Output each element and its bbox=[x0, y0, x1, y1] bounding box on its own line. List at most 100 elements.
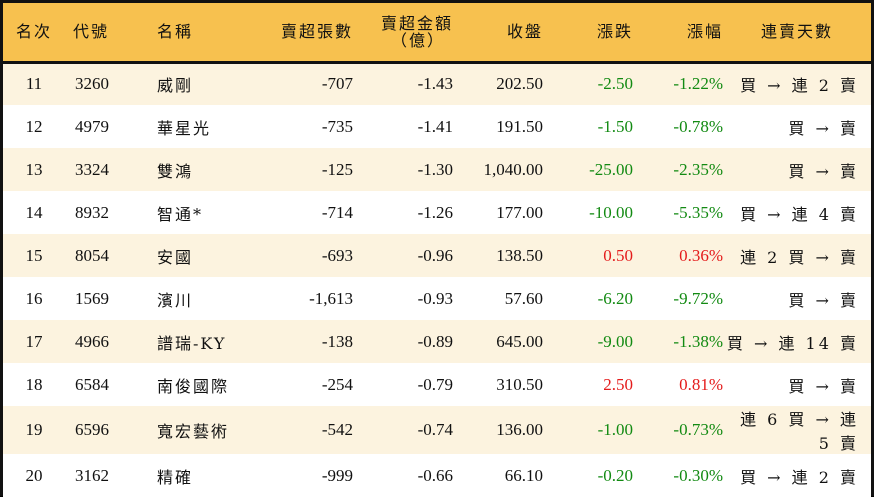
cell-streak: 買 → 連 14 賣 bbox=[723, 320, 871, 363]
cell-name: 譜瑞-KY bbox=[145, 320, 267, 363]
cell-rank: 17 bbox=[25, 331, 43, 351]
table-row: 13 3324 雙鴻 -125 -1.30 1,040.00 -25.00 -2… bbox=[3, 148, 871, 191]
cell-name: 雙鴻 bbox=[145, 148, 267, 191]
cell-change-pct: -1.38% bbox=[673, 331, 723, 351]
header-streak: 連賣天數 bbox=[723, 3, 871, 64]
cell-name: 安國 bbox=[145, 234, 267, 277]
cell-change-pct: 0.81% bbox=[679, 374, 723, 394]
streak-text: 連 2 買 → 賣 bbox=[740, 247, 859, 267]
cell-net-sell-amount: -0.79 bbox=[417, 374, 453, 394]
cell-change-pct: -5.35% bbox=[673, 202, 723, 222]
header-change: 漲跌 bbox=[543, 3, 633, 64]
cell-name: 寬宏藝術 bbox=[145, 406, 267, 454]
cell-rank: 14 bbox=[25, 202, 43, 222]
streak-text: 買 → 賣 bbox=[788, 161, 859, 181]
cell-streak: 買 → 賣 bbox=[723, 148, 871, 191]
table-row: 16 1569 濱川 -1,613 -0.93 57.60 -6.20 -9.7… bbox=[3, 277, 871, 320]
cell-code: 3324 bbox=[75, 159, 109, 179]
cell-net-sell-lots: -125 bbox=[321, 159, 353, 179]
stock-name: 南俊國際 bbox=[157, 376, 230, 396]
cell-net-sell-amount: -1.43 bbox=[417, 74, 453, 94]
cell-change: -1.50 bbox=[597, 116, 633, 136]
table-row: 15 8054 安國 -693 -0.96 138.50 0.50 0.36% … bbox=[3, 234, 871, 277]
stock-name: 寬宏藝術 bbox=[157, 422, 230, 441]
stock-name: 華星光 bbox=[157, 118, 212, 138]
cell-net-sell-lots: -138 bbox=[321, 331, 353, 351]
cell-rank: 13 bbox=[25, 159, 43, 179]
table-row: 20 3162 精確 -999 -0.66 66.10 -0.20 -0.30%… bbox=[3, 454, 871, 497]
stock-name: 智通* bbox=[157, 204, 204, 224]
cell-net-sell-amount: -0.89 bbox=[417, 331, 453, 351]
cell-net-sell-amount: -0.66 bbox=[417, 465, 453, 485]
cell-net-sell-lots: -714 bbox=[321, 202, 353, 222]
stock-name: 雙鴻 bbox=[157, 161, 194, 181]
cell-net-sell-amount: -1.26 bbox=[417, 202, 453, 222]
cell-rank: 19 bbox=[25, 420, 43, 439]
cell-change-pct: 0.36% bbox=[679, 245, 723, 265]
cell-code: 6584 bbox=[75, 374, 109, 394]
cell-net-sell-amount: -0.96 bbox=[417, 245, 453, 265]
cell-code: 8932 bbox=[75, 202, 109, 222]
cell-net-sell-amount: -1.30 bbox=[417, 159, 453, 179]
stock-name: 譜瑞-KY bbox=[157, 333, 227, 353]
cell-close: 645.00 bbox=[496, 331, 543, 351]
cell-close: 138.50 bbox=[496, 245, 543, 265]
cell-change-pct: -0.30% bbox=[673, 465, 723, 485]
cell-net-sell-lots: -254 bbox=[321, 374, 353, 394]
cell-change: -2.50 bbox=[597, 74, 633, 94]
cell-rank: 12 bbox=[25, 116, 43, 136]
cell-net-sell-lots: -1,613 bbox=[309, 288, 353, 308]
cell-net-sell-lots: -999 bbox=[321, 465, 353, 485]
cell-code: 3162 bbox=[75, 465, 109, 485]
cell-change: 2.50 bbox=[603, 374, 633, 394]
streak-text: 買 → 連 2 賣 bbox=[740, 76, 859, 96]
streak-text: 買 → 賣 bbox=[788, 118, 859, 138]
cell-streak: 買 → 連 4 賣 bbox=[723, 191, 871, 234]
cell-name: 精確 bbox=[145, 454, 267, 497]
streak-text: 買 → 連 2 賣 bbox=[740, 467, 859, 487]
streak-text: 買 → 賣 bbox=[788, 290, 859, 310]
header-net-sell-amount-line1: 賣超金額 bbox=[380, 13, 453, 33]
cell-change: -1.00 bbox=[597, 420, 633, 439]
cell-net-sell-amount: -0.93 bbox=[417, 288, 453, 308]
cell-rank: 11 bbox=[25, 74, 43, 94]
cell-change-pct: -2.35% bbox=[673, 159, 723, 179]
cell-close: 1,040.00 bbox=[483, 159, 544, 179]
cell-name: 華星光 bbox=[145, 105, 267, 148]
streak-text: 買 → 連 14 賣 bbox=[726, 333, 859, 353]
cell-rank: 20 bbox=[25, 465, 43, 485]
cell-net-sell-lots: -707 bbox=[321, 74, 353, 94]
cell-close: 66.10 bbox=[504, 465, 543, 485]
cell-change: -10.00 bbox=[589, 202, 633, 222]
cell-name: 南俊國際 bbox=[145, 363, 267, 406]
net-sell-ranking-table: 名次 代號 名稱 賣超張數 賣超金額 （億） 收盤 漲跌 漲幅 連賣天數 11 … bbox=[3, 3, 871, 497]
cell-code: 4979 bbox=[75, 116, 109, 136]
cell-close: 136.00 bbox=[496, 420, 543, 439]
cell-streak: 連 2 買 → 賣 bbox=[723, 234, 871, 277]
header-code: 代號 bbox=[65, 3, 145, 64]
cell-code: 1569 bbox=[75, 288, 109, 308]
streak-text: 買 → 連 4 賣 bbox=[740, 204, 859, 224]
cell-change: -6.20 bbox=[597, 288, 633, 308]
cell-code: 4966 bbox=[75, 331, 109, 351]
header-change-pct: 漲幅 bbox=[633, 3, 723, 64]
cell-name: 威剛 bbox=[145, 62, 267, 105]
cell-net-sell-amount: -0.74 bbox=[417, 420, 453, 439]
cell-rank: 18 bbox=[25, 374, 43, 394]
cell-code: 3260 bbox=[75, 74, 109, 94]
table-row: 18 6584 南俊國際 -254 -0.79 310.50 2.50 0.81… bbox=[3, 363, 871, 406]
cell-change-pct: -0.78% bbox=[673, 116, 723, 136]
cell-change: 0.50 bbox=[603, 245, 633, 265]
cell-change-pct: -0.73% bbox=[673, 420, 723, 439]
cell-net-sell-lots: -693 bbox=[321, 245, 353, 265]
cell-streak: 連 6 買 → 連 5 賣 bbox=[723, 406, 871, 454]
cell-streak: 買 → 賣 bbox=[723, 277, 871, 320]
cell-code: 8054 bbox=[75, 245, 109, 265]
header-net-sell-amount: 賣超金額 （億） bbox=[353, 3, 453, 64]
cell-close: 177.00 bbox=[496, 202, 543, 222]
header-net-sell-amount-line2: （億） bbox=[390, 30, 445, 50]
table-row: 11 3260 威剛 -707 -1.43 202.50 -2.50 -1.22… bbox=[3, 62, 871, 105]
cell-streak: 買 → 連 2 賣 bbox=[723, 62, 871, 105]
header-rank: 名次 bbox=[3, 3, 65, 64]
